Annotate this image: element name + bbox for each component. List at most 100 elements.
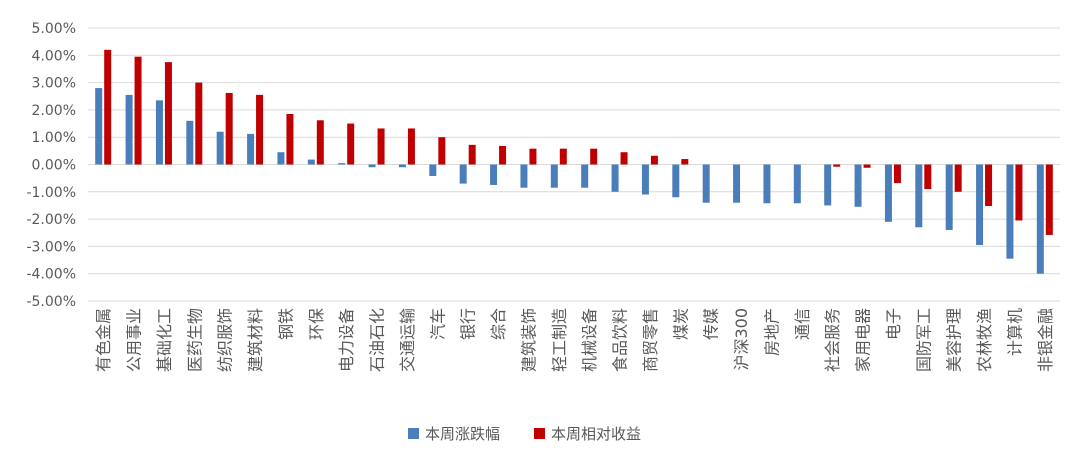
category-label: 基础化工 [155, 308, 174, 372]
bar-series-2 [863, 164, 871, 168]
bar-series-2 [468, 144, 476, 165]
bar-series-1 [520, 164, 528, 188]
bar-series-1 [945, 164, 953, 231]
bar-series-2 [134, 56, 142, 165]
bar-series-2 [256, 94, 264, 165]
category-label: 社会服务 [823, 308, 842, 372]
bar-series-2 [590, 148, 598, 165]
bar-series-2 [985, 164, 993, 206]
bar-series-2 [954, 164, 962, 192]
bar-series-2 [347, 123, 355, 165]
category-label: 公用事业 [125, 308, 144, 372]
bar-series-1 [763, 164, 771, 204]
category-label: 轻工制造 [550, 308, 569, 372]
bar-series-1 [1006, 164, 1014, 259]
y-tick-label: 1.00% [32, 130, 76, 146]
bar-series-2 [529, 148, 537, 165]
category-label: 国防军工 [914, 308, 933, 372]
bar-series-1 [1036, 164, 1044, 274]
bar-series-1 [581, 164, 589, 188]
category-label: 交通运输 [398, 308, 417, 372]
bars [95, 49, 1053, 274]
bar-series-1 [307, 159, 315, 165]
category-label: 电力设备 [337, 308, 356, 372]
bar-series-1 [672, 164, 680, 198]
category-label: 商贸零售 [641, 308, 660, 372]
bar-series-1 [793, 164, 801, 204]
y-tick-label: -5.00% [26, 294, 76, 310]
category-label: 通信 [793, 308, 812, 340]
category-label: 传媒 [702, 308, 721, 340]
bar-series-1 [884, 164, 892, 222]
bar-series-1 [155, 100, 163, 165]
category-label: 煤炭 [671, 308, 690, 340]
bar-series-1 [125, 94, 133, 165]
bar-series-1 [247, 133, 255, 165]
category-label: 医药生物 [185, 308, 204, 372]
bar-series-2 [499, 145, 507, 165]
y-tick-label: 0.00% [32, 158, 76, 174]
legend: 本周涨跌幅 本周相对收益 [408, 425, 641, 443]
bar-series-1 [429, 164, 437, 176]
bar-series-1 [368, 164, 376, 168]
category-label: 综合 [489, 308, 508, 340]
category-label: 石油石化 [368, 308, 387, 372]
bar-series-1 [611, 164, 619, 192]
bar-series-2 [924, 164, 932, 190]
category-label: 食品饮料 [611, 308, 630, 372]
bar-series-1 [976, 164, 984, 246]
bar-series-1 [490, 164, 498, 185]
category-label: 建筑装饰 [519, 308, 538, 372]
bar-series-1 [277, 152, 285, 165]
bar-series-2 [286, 113, 294, 165]
y-tick-label: -4.00% [26, 267, 76, 283]
bar-series-1 [459, 164, 467, 184]
bar-series-1 [550, 164, 558, 188]
bar-series-2 [620, 152, 628, 165]
bar-series-1 [733, 164, 741, 203]
y-tick-label: 4.00% [32, 48, 76, 64]
bar-series-2 [164, 62, 172, 165]
y-tick-label: -1.00% [26, 185, 76, 201]
legend-swatch-series-1 [408, 428, 419, 439]
bar-series-1 [186, 120, 194, 165]
bar-series-2 [225, 92, 233, 165]
bar-series-1 [702, 164, 710, 203]
bar-series-1 [338, 163, 346, 165]
y-tick-label: 5.00% [32, 21, 76, 37]
legend-swatch-series-2 [534, 428, 545, 439]
category-label: 家用电器 [854, 308, 873, 372]
y-tick-label: 2.00% [32, 103, 76, 119]
category-label: 农林牧渔 [975, 308, 994, 372]
gridlines [88, 27, 1060, 302]
category-label: 钢铁 [276, 308, 295, 340]
category-label: 机械设备 [580, 308, 599, 372]
category-label: 电子 [884, 308, 903, 340]
legend-label-series-1: 本周涨跌幅 [425, 425, 500, 443]
category-label: 房地产 [762, 308, 781, 356]
bar-series-2 [893, 164, 901, 184]
bar-series-2 [438, 137, 446, 165]
bar-series-1 [824, 164, 832, 206]
bar-series-1 [398, 164, 406, 168]
legend-label-series-2: 本周相对收益 [551, 425, 641, 443]
category-label: 纺织服饰 [216, 308, 235, 372]
bar-series-1 [854, 164, 862, 207]
x-axis-category-labels: 有色金属 公用事业 基础化工 医药生物 纺织服饰 建筑材料 钢铁 环保 电力设备 石油石化 交通运输… [94, 308, 1055, 372]
bar-series-1 [216, 131, 224, 165]
y-axis-tick-labels: 5.00% 4.00% 3.00% 2.00% 1.00% 0.00% -1.00% -2.0… [26, 21, 76, 310]
y-tick-label: 3.00% [32, 76, 76, 92]
bar-series-2 [559, 148, 567, 165]
bar-series-2 [833, 164, 841, 167]
category-label: 沪深300 [732, 308, 751, 371]
category-label: 银行 [459, 308, 478, 340]
category-label: 非银金融 [1036, 308, 1055, 372]
bar-series-2 [195, 82, 203, 165]
bar-series-1 [915, 164, 923, 228]
bar-series-1 [95, 88, 103, 165]
category-label: 汽车 [428, 308, 447, 340]
bar-series-2 [650, 155, 658, 165]
bar-series-2 [1015, 164, 1023, 221]
category-label: 有色金属 [94, 308, 113, 372]
y-tick-label: -3.00% [26, 239, 76, 255]
